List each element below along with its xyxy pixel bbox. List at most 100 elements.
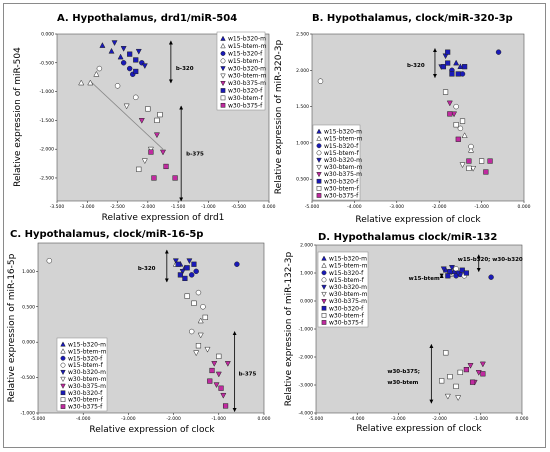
x-tick-label: -3.000	[391, 416, 406, 422]
legend-label: w30-b320-m	[228, 65, 266, 72]
data-point	[127, 51, 133, 57]
data-point	[453, 103, 459, 110]
data-point	[447, 111, 453, 117]
data-point	[188, 272, 195, 278]
data-point	[111, 40, 118, 47]
legend-label: w30-b320-m	[324, 157, 362, 164]
data-point	[463, 270, 469, 276]
legend-label: w30-btem-f	[329, 312, 365, 319]
data-point	[96, 65, 103, 72]
legend-marker	[321, 291, 327, 298]
legend-label: w30-b320-f	[329, 305, 364, 312]
data-point	[446, 100, 453, 107]
data-point	[177, 272, 183, 278]
chart-panel-2: B. Hypothalamus, clock/miR-320-3p Relativ…	[274, 13, 531, 225]
data-point	[193, 350, 200, 357]
y-tick-label: 1.000	[22, 269, 35, 275]
x-tick-label: 0.000	[516, 416, 529, 422]
data-point	[188, 328, 195, 335]
legend-marker	[316, 143, 322, 149]
data-point	[455, 270, 462, 277]
data-point	[455, 136, 461, 142]
data-point	[159, 149, 167, 156]
legend-marker	[220, 35, 226, 41]
annotation-label: b-320	[138, 266, 156, 272]
y-axis-label: Relative expression of miR-132-3p	[284, 252, 294, 407]
legend-label: w30-btem-f	[324, 185, 360, 192]
data-point	[468, 143, 474, 150]
y-tick-label: 0.000	[41, 32, 54, 38]
data-point	[133, 57, 139, 63]
x-tick-label: -0.500	[231, 204, 246, 210]
legend-marker	[316, 135, 322, 141]
x-tick-label: 0.000	[518, 204, 531, 210]
x-tick-label: -5.000	[31, 416, 46, 422]
y-tick-label: -2.000	[298, 355, 313, 361]
data-point	[457, 125, 464, 132]
data-point	[117, 53, 124, 60]
legend-marker	[60, 390, 66, 396]
legend-label: w30-b375-f	[228, 102, 263, 109]
data-point	[218, 385, 224, 391]
legend-label: w30-b320-f	[228, 88, 263, 95]
legend-marker	[321, 313, 327, 318]
x-tick-label: -3.000	[80, 204, 95, 210]
legend-box	[56, 337, 108, 412]
data-point	[148, 149, 154, 155]
data-point	[440, 64, 447, 70]
data-point	[475, 370, 482, 376]
x-tick-label: -5.000	[309, 416, 324, 422]
annotation-label: b-320	[176, 66, 194, 72]
legend-label: w30-b375-m	[324, 171, 362, 178]
x-tick-label: -2.000	[432, 204, 447, 210]
data-point	[495, 49, 502, 55]
legend-label: w15-b320-f	[228, 51, 263, 58]
legend-marker	[321, 284, 327, 291]
data-point	[99, 42, 106, 48]
data-point	[447, 374, 453, 380]
data-point	[459, 267, 465, 273]
legend-label: w30-btem-m	[329, 291, 368, 298]
data-point	[467, 146, 475, 153]
y-tick-label: -0.500	[39, 60, 54, 66]
data-point	[467, 363, 474, 369]
x-tick-label: -1.000	[474, 204, 489, 210]
legend-label: w15-btem-f	[329, 277, 365, 284]
legend-marker	[316, 157, 322, 164]
data-point	[191, 300, 197, 306]
legend-label: w15-b320-m	[329, 256, 367, 263]
data-point	[445, 273, 451, 279]
legend-marker	[220, 81, 226, 87]
y-tick-label: 2.000	[296, 68, 309, 74]
y-tick-label: -2.000	[39, 147, 54, 153]
data-point	[108, 47, 115, 54]
y-tick-label: -3.000	[298, 383, 313, 389]
data-point	[440, 266, 447, 273]
legend-label: w30-b320-m	[329, 284, 367, 291]
x-axis-label: Relative expression of drd1	[102, 213, 225, 223]
data-point	[191, 261, 197, 267]
legend-marker	[316, 193, 322, 198]
data-point	[488, 274, 494, 280]
y-axis-label: Relative expression of miR-504	[13, 47, 23, 187]
data-point	[195, 343, 202, 349]
legend-label: w30-b375-m	[68, 383, 106, 390]
chart-panel-3: C. Hypothalamus, clock/miR-16-5p Relative…	[7, 229, 271, 435]
x-axis-label: Relative expression of clock	[356, 424, 482, 434]
legend-label: w30-btem-m	[324, 164, 363, 171]
data-point	[179, 269, 186, 275]
x-tick-label: -4.000	[76, 416, 91, 422]
y-tick-label: 2.000	[300, 243, 313, 249]
legend-marker	[316, 172, 322, 178]
data-point	[445, 49, 451, 55]
legend-marker	[220, 51, 226, 56]
data-point	[175, 261, 181, 267]
data-point	[120, 46, 127, 52]
data-point	[172, 258, 179, 265]
data-point	[184, 293, 190, 299]
x-tick-label: -3.000	[121, 416, 136, 422]
data-point	[224, 361, 231, 367]
y-axis-label: Relative expression of miR-320-3p	[274, 40, 284, 195]
x-tick-label: -1.000	[474, 416, 489, 422]
annotation-label: w15-b320; w30-b320	[458, 257, 523, 263]
